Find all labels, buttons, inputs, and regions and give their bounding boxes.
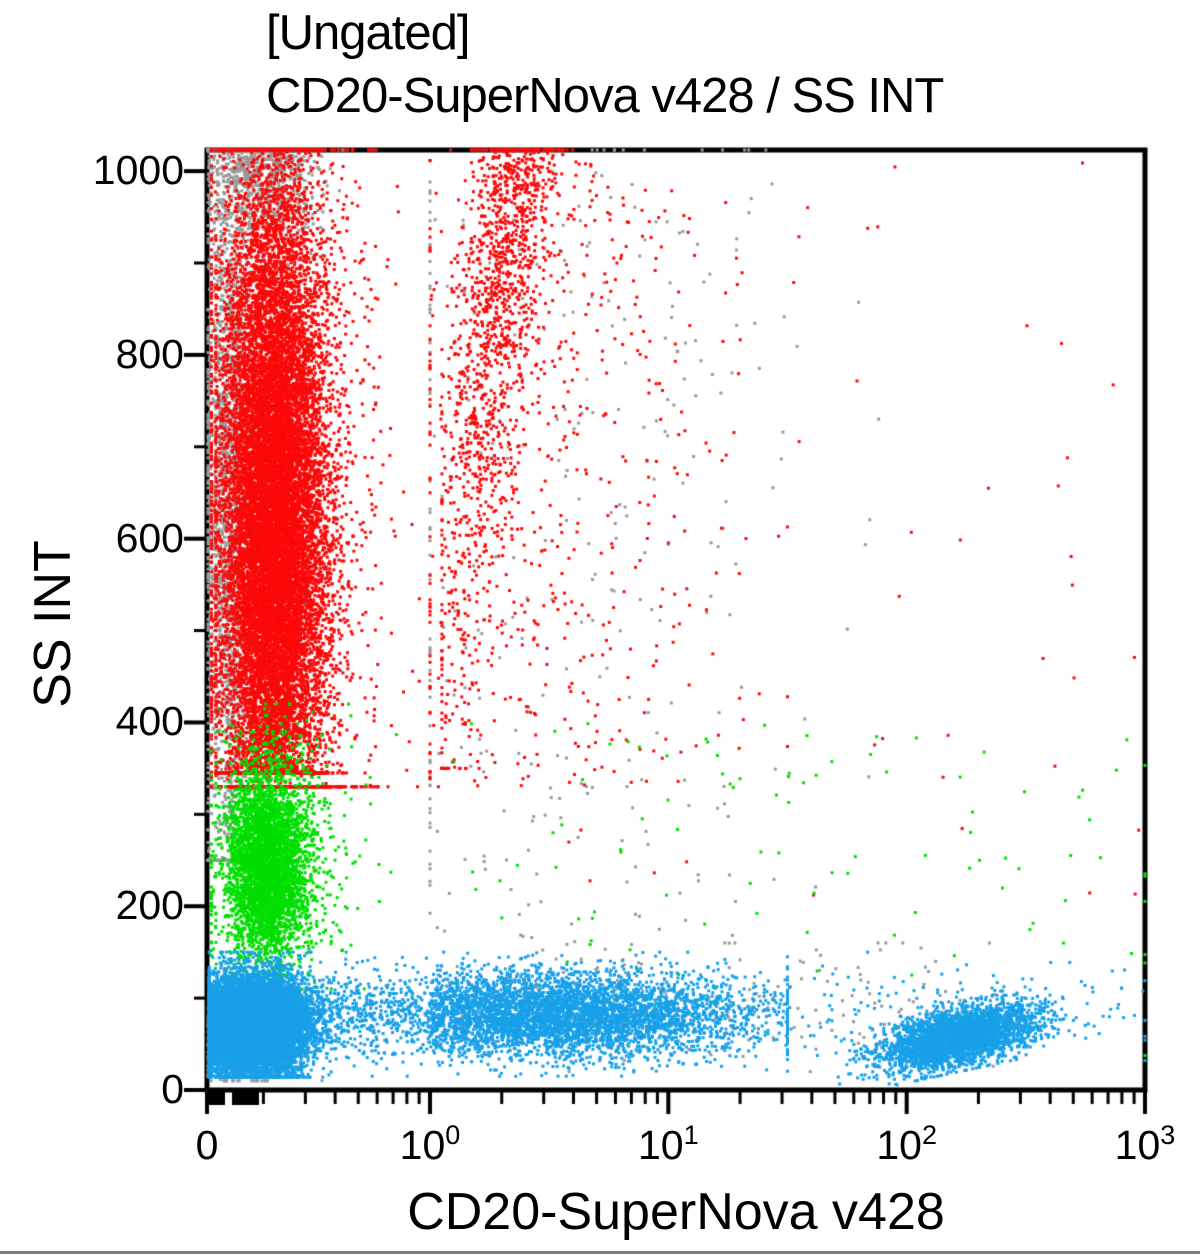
window-bottom-border	[0, 1251, 1200, 1254]
plot-gate-title: [Ungated]	[266, 6, 471, 60]
y-tick-label: 400	[115, 698, 184, 745]
y-tick-label: 800	[115, 330, 184, 377]
plot-parameters-title: CD20-SuperNova v428 / SS INT	[266, 69, 944, 123]
plot-title-block: [Ungated] CD20-SuperNova v428 / SS INT	[266, 2, 944, 128]
x-tick-label: 103	[1114, 1120, 1176, 1168]
y-tick-label: 0	[161, 1066, 184, 1112]
y-tick-label: 1000	[92, 147, 184, 194]
y-tick-label: 600	[115, 514, 184, 561]
x-tick-label: 102	[876, 1120, 937, 1168]
y-tick-label: 200	[115, 882, 184, 929]
x-tick-label: 0	[195, 1122, 219, 1168]
x-tick-label: 101	[638, 1120, 699, 1168]
x-axis-label: CD20-SuperNova v428	[407, 1183, 945, 1241]
x-tick-label: 100	[399, 1120, 461, 1168]
